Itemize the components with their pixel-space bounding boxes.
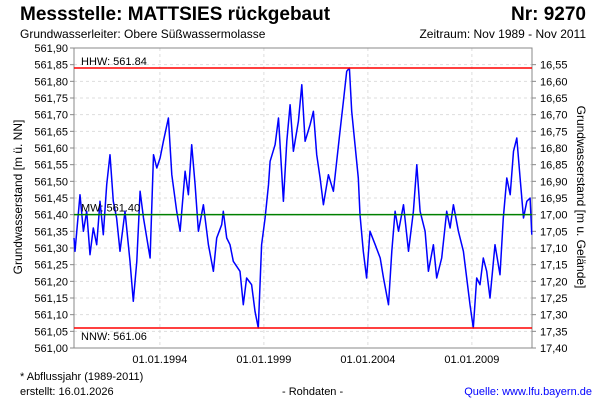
y-tick-label-right: 16,95 (540, 193, 568, 205)
y-tick-label-right: 16,75 (540, 126, 568, 138)
y-tick-label-right: 16,55 (540, 60, 568, 72)
x-tick-label: 01.01.2009 (444, 354, 499, 366)
y-tick-label-right: 17,05 (540, 226, 568, 238)
y-tick-label: 561,70 (34, 110, 68, 122)
y-tick-label-right: 16,85 (540, 160, 568, 172)
reference-label-hhw: HHW: 561.84 (81, 56, 147, 68)
reference-label-nnw: NNW: 561.06 (81, 331, 147, 343)
y-tick-label: 561,25 (34, 260, 68, 272)
raw-data-label: - Rohdaten - (282, 386, 344, 398)
y-tick-label: 561,45 (34, 193, 68, 205)
page-title: Messstelle: MATTSIES rückgebaut (20, 4, 331, 25)
y-tick-label: 561,40 (34, 210, 68, 222)
y-tick-label: 561,65 (34, 126, 68, 138)
y-tick-label: 561,05 (34, 326, 68, 338)
station-number: Nr: 9270 (511, 4, 586, 25)
y-tick-label: 561,55 (34, 160, 68, 172)
y-tick-label: 561,90 (34, 43, 68, 55)
period-label: Zeitraum: Nov 1989 - Nov 2011 (419, 27, 586, 41)
y-axis-title-left: Grundwasserstand [m ü. NN] (11, 119, 25, 275)
footnote: * Abflussjahr (1989-2011) (20, 371, 144, 383)
source-link[interactable]: Quelle: www.lfu.bayern.de (464, 386, 592, 398)
y-tick-label-right: 17,40 (540, 343, 568, 355)
y-tick-label-right: 17,20 (540, 276, 568, 288)
y-axis-title-right: Grundwasserstand [m u. Gelände] (574, 105, 588, 289)
y-tick-label: 561,35 (34, 226, 68, 238)
plot-frame (73, 47, 533, 349)
y-tick-label: 561,75 (34, 93, 68, 105)
y-tick-label-right: 16,65 (540, 93, 568, 105)
y-tick-label: 561,50 (34, 176, 68, 188)
y-tick-label-right: 17,10 (540, 243, 568, 255)
y-tick-label-right: 17,25 (540, 293, 568, 305)
series-line (73, 67, 533, 329)
y-tick-label-right: 16,90 (540, 176, 568, 188)
y-tick-label-right: 16,80 (540, 143, 568, 155)
y-tick-label-right: 17,15 (540, 260, 568, 272)
created-date: erstellt: 16.01.2026 (20, 386, 114, 398)
aquifer-label: Grundwasserleiter: Obere Süßwassermolass… (20, 27, 266, 41)
y-tick-label: 561,10 (34, 310, 68, 322)
x-tick-label: 01.01.1999 (236, 354, 291, 366)
y-tick-label: 561,30 (34, 243, 68, 255)
reference-label-mw: MW: 561.40 (81, 203, 140, 215)
y-tick-label-right: 17,30 (540, 310, 568, 322)
y-tick-label: 561,20 (34, 276, 68, 288)
y-tick-label: 561,15 (34, 293, 68, 305)
y-tick-label: 561,80 (34, 76, 68, 88)
x-tick-label: 01.01.1994 (132, 354, 187, 366)
y-tick-label: 561,85 (34, 60, 68, 72)
y-tick-label-right: 17,35 (540, 326, 568, 338)
y-tick-label: 561,00 (34, 343, 68, 355)
y-tick-label-right: 16,70 (540, 110, 568, 122)
y-tick-label: 561,60 (34, 143, 68, 155)
y-tick-label-right: 16,60 (540, 76, 568, 88)
x-tick-label: 01.01.2004 (340, 354, 395, 366)
y-tick-label-right: 17,00 (540, 210, 568, 222)
